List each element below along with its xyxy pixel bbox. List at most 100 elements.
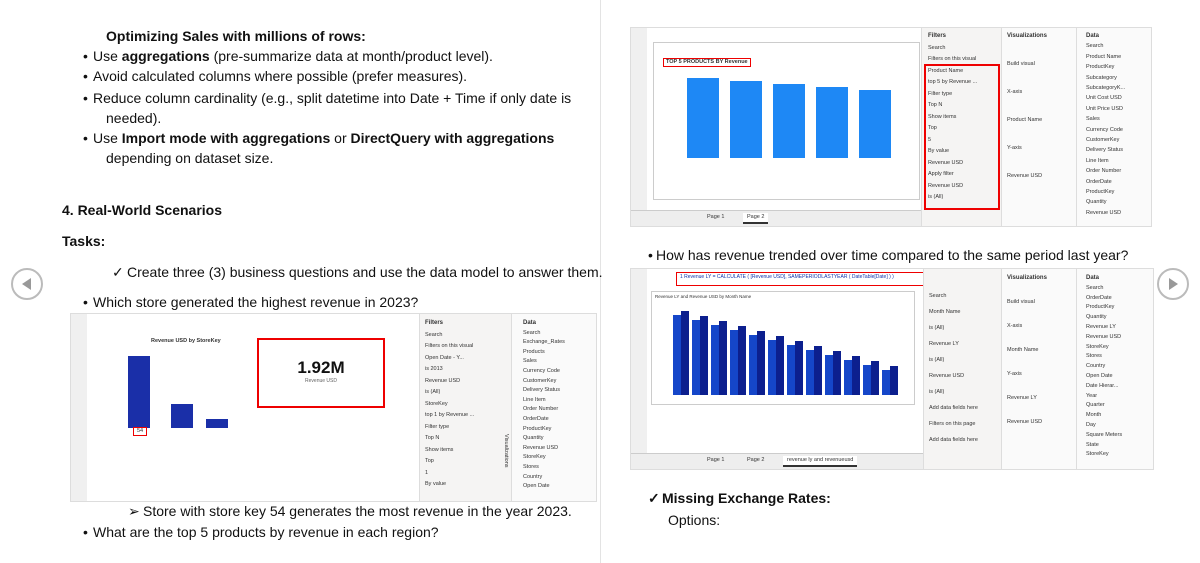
viz-pane [1001, 269, 1077, 469]
pane-item: Products [523, 348, 545, 355]
text: Avoid calculated columns where possible … [93, 68, 468, 84]
bar-shape [844, 360, 852, 395]
pane-item: top 5 by Revenue ... [928, 79, 978, 85]
bar-shape [814, 346, 822, 395]
bar-shape [687, 78, 719, 158]
pane-item: Build visual [1007, 61, 1035, 67]
bullet-dot: • [83, 48, 88, 64]
bar-shape [681, 311, 689, 395]
bar-shape [757, 331, 765, 395]
pane-item: X-axis [1007, 89, 1023, 95]
pane-item: Quantity [523, 435, 544, 442]
bar-shape [787, 345, 795, 395]
pane-item: Revenue USD [1007, 173, 1043, 179]
tasks-label: Tasks: [62, 233, 106, 249]
screenshot: 1 Revenue LY = CALCULATE ( [Revenue USD]… [630, 268, 1154, 470]
pane-item: Revenue LY [1086, 324, 1116, 330]
bar-shape [882, 370, 890, 395]
pane-item: Data [1086, 33, 1100, 39]
pane-item: Top N [928, 102, 943, 108]
bar-shape [711, 325, 719, 395]
column-divider [600, 0, 601, 563]
pane-item: Open Date [523, 483, 550, 490]
bar-shape [825, 355, 833, 395]
filters-pane [923, 269, 1002, 469]
pane-item: Search [928, 44, 946, 51]
pane-item: is (All) [929, 389, 945, 395]
pane-item: Revenue USD [1086, 333, 1122, 340]
pane-item: Month Name [1007, 347, 1039, 353]
pane-item: Show items [928, 113, 957, 120]
card-label: Revenue USD [305, 378, 337, 384]
pane-item: Search [1086, 43, 1104, 50]
pane-item: Revenue USD [523, 444, 559, 451]
pane-item: top 1 by Revenue ... [425, 412, 475, 418]
pane-item: StoreKey [1086, 343, 1109, 350]
bar [206, 419, 228, 428]
question: How has revenue trended over time compar… [656, 247, 1129, 263]
icon-strip [71, 314, 87, 501]
pane-item: Stores [1086, 353, 1102, 360]
filters-pane [419, 314, 512, 501]
pane-item: is (All) [929, 325, 945, 331]
answer: Store with store key 54 generates the mo… [143, 503, 572, 519]
filters-pane [921, 28, 1002, 226]
pane-item: is 2013 [425, 366, 443, 372]
pane-item: State [1086, 441, 1099, 448]
missing-heading: Missing Exchange Rates: [662, 490, 831, 506]
screenshot: TOP 5 PRODUCTS BY Revenue Filters Search F… [630, 27, 1152, 227]
visual [653, 42, 920, 200]
bold-text: DirectQuery with aggregations [350, 130, 555, 146]
pane-item: Show items [425, 446, 454, 453]
next-icon [1169, 278, 1178, 290]
pane-item: StoreKey [1086, 451, 1109, 458]
pane-item: 5 [928, 136, 932, 143]
pane-item: Quantity [1086, 314, 1107, 321]
pane-item: Y-axis [1007, 145, 1022, 151]
pane-item: Currency Code [1086, 126, 1123, 133]
icon-strip [631, 269, 647, 469]
bar-shape [738, 326, 746, 395]
pane-item: Build visual [1007, 299, 1035, 305]
pane-item: ProductKey [1086, 304, 1115, 311]
pane-item: Line Item [523, 396, 546, 403]
bullet-dot: • [83, 90, 88, 106]
chart-title: Revenue USD by StoreKey [151, 338, 221, 344]
bar-shape [852, 356, 860, 395]
text: (pre-summarize data at month/product lev… [209, 48, 493, 64]
pane-item: Filters [928, 33, 947, 39]
chart-title: Revenue LY and Revenue USD by Month Name [655, 294, 752, 299]
pane-item: Delivery Status [1086, 147, 1123, 154]
pane-item: Filter type [928, 90, 953, 97]
pane-item: Country [523, 473, 543, 480]
pane-item: StoreKey [425, 400, 448, 407]
text: or [330, 130, 351, 146]
pane-item: Y-axis [1007, 371, 1022, 377]
prev-button[interactable] [11, 268, 43, 300]
pane-item: is (All) [928, 194, 944, 200]
bar [171, 404, 193, 428]
check-item: Create three (3) business questions and … [127, 264, 603, 280]
bar-shape [768, 340, 776, 395]
bar-shape [692, 320, 700, 395]
next-button[interactable] [1157, 268, 1189, 300]
page-tab: Page 2 [743, 213, 769, 224]
pane-item: Filters [425, 320, 444, 326]
pane-item: Order Number [1086, 168, 1122, 175]
tab-bar [631, 453, 923, 469]
pane-item: Subcategory [1086, 74, 1117, 81]
arrow-bullet: ➢ [128, 503, 140, 519]
bar-shape [673, 315, 681, 395]
pane-item: Search [425, 331, 443, 338]
pane-item: Country [1086, 363, 1106, 370]
page-tab: Page 2 [747, 457, 765, 463]
pane-item: ProductKey [1086, 64, 1115, 71]
check-mark: ✓ [112, 264, 124, 280]
bold-text: aggregations [121, 48, 210, 64]
pane-item: Revenue USD [425, 377, 461, 384]
bar-shape [890, 366, 898, 395]
bar-shape [806, 350, 814, 395]
x-label: 54 [133, 427, 148, 436]
pane-item: Delivery Status [523, 387, 560, 394]
pane-item: Revenue USD [1007, 419, 1043, 425]
